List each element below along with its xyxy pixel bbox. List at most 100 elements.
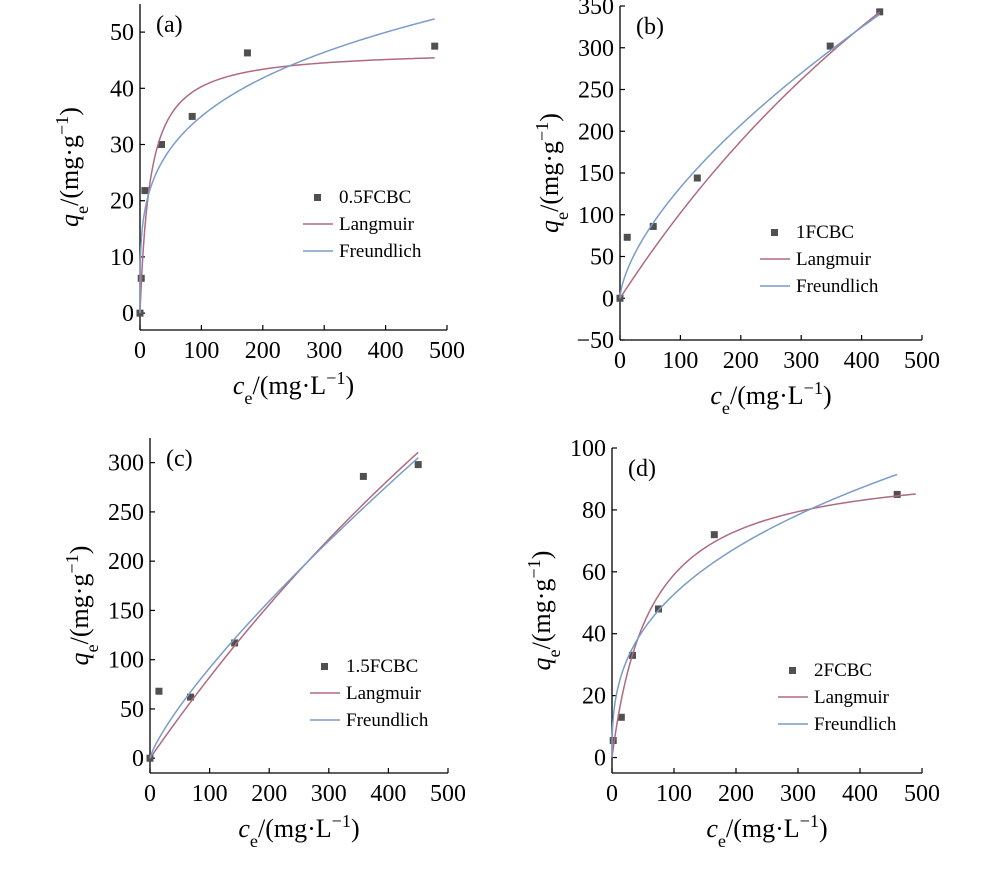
data-point: [141, 187, 149, 195]
x-tick-label: 300: [780, 781, 816, 807]
x-tick-label: 100: [183, 338, 219, 364]
legend-marker: [789, 667, 796, 674]
data-point: [649, 222, 657, 230]
legend-label: Langmuir: [796, 249, 872, 270]
data-point: [609, 737, 617, 744]
legend: 0.5FCBC Langmuir Freundlich: [303, 187, 422, 262]
x-tick-label: 300: [783, 348, 819, 374]
langmuir-fit-line: [619, 11, 881, 299]
legend-label: 1.5FCBC: [346, 656, 418, 677]
legend: 1FCBC Langmuir Freundlich: [760, 222, 879, 297]
x-tick-label: 500: [430, 781, 466, 807]
legend-label: 1FCBC: [796, 222, 854, 243]
freundlich-fit-line: [619, 13, 881, 299]
y-tick-label: 20: [110, 189, 134, 215]
x-axis-title: ce/(mg·L−1): [710, 378, 831, 418]
data-point: [359, 472, 367, 480]
x-tick-label: 200: [245, 338, 281, 364]
legend: 2FCBC Langmuir Freundlich: [778, 660, 897, 735]
y-tick-label: 50: [120, 697, 144, 723]
data-point: [231, 639, 239, 647]
data-point: [414, 461, 422, 469]
y-tick-label: 0: [132, 746, 144, 772]
x-tick-label: 0: [606, 781, 618, 807]
y-axis-title: qe/(mg·g−1): [52, 107, 92, 227]
y-axis-title: qe/(mg·g−1): [524, 551, 564, 671]
y-tick-label: 300: [578, 36, 614, 62]
chart-panel: 0 100 200 300 400 500 0 20 40 60 80 100 ce/(mg·L−1) q…: [524, 436, 940, 851]
data-point: [243, 49, 251, 57]
panel-label: (d): [628, 456, 656, 482]
langmuir-fit-line: [139, 57, 435, 314]
y-tick-label: 250: [108, 500, 144, 526]
legend-marker: [771, 229, 778, 236]
legend-label: Freundlich: [339, 241, 422, 262]
y-tick-label: 250: [578, 78, 614, 104]
y-axis-title: qe/(mg·g−1): [62, 546, 102, 666]
x-tick-label: 200: [718, 781, 754, 807]
langmuir-fit-line: [149, 451, 419, 759]
x-tick-label: 500: [904, 781, 940, 807]
x-tick-label: 300: [306, 338, 342, 364]
x-tick-label: 200: [723, 348, 759, 374]
y-tick-label: 150: [578, 161, 614, 187]
panel-label: (b): [636, 14, 664, 40]
legend-label: 0.5FCBC: [339, 187, 411, 208]
x-tick-label: 0: [614, 348, 626, 374]
y-tick-label: 50: [110, 20, 134, 46]
legend-label: Langmuir: [339, 214, 415, 235]
langmuir-fit-line: [611, 493, 916, 758]
freundlich-fit-line: [149, 457, 419, 759]
legend-label: Langmuir: [814, 687, 890, 708]
y-tick-label: 40: [582, 622, 606, 648]
data-point: [188, 112, 196, 120]
x-tick-label: 400: [842, 781, 878, 807]
panel-label: (a): [156, 12, 183, 38]
y-tick-label: 50: [590, 245, 614, 271]
y-tick-label: 200: [578, 119, 614, 145]
legend-label: Freundlich: [814, 714, 897, 735]
x-axis-title: ce/(mg·L−1): [238, 811, 359, 851]
x-tick-label: 400: [844, 348, 880, 374]
data-point: [893, 490, 901, 498]
data-point: [617, 713, 625, 721]
legend-label: Freundlich: [346, 710, 429, 731]
y-tick-label: 40: [110, 76, 134, 102]
panel-label: (c): [166, 446, 193, 472]
data-point: [157, 141, 165, 149]
x-tick-label: 200: [251, 781, 287, 807]
x-tick-label: 400: [368, 338, 404, 364]
y-tick-label: 0: [594, 746, 606, 772]
y-tick-label: 200: [108, 549, 144, 575]
legend-marker: [314, 194, 321, 201]
x-axis-title: ce/(mg·L−1): [233, 368, 354, 408]
chart-panel: 0 100 200 300 400 500−50050100150200250300350…: [532, 0, 940, 418]
y-tick-label: 20: [582, 684, 606, 710]
data-point: [187, 693, 195, 701]
x-tick-label: 0: [144, 781, 156, 807]
y-tick-label: 60: [582, 560, 606, 586]
y-tick-label: 100: [108, 648, 144, 674]
y-tick-label: 350: [578, 0, 614, 20]
y-tick-label: 0: [602, 286, 614, 312]
data-point: [431, 42, 439, 50]
y-tick-label: 10: [110, 245, 134, 271]
legend-label: Freundlich: [796, 276, 879, 297]
x-tick-label: 100: [662, 348, 698, 374]
data-point: [710, 531, 718, 539]
x-tick-label: 300: [311, 781, 347, 807]
x-tick-label: 100: [656, 781, 692, 807]
y-tick-label: −50: [576, 328, 614, 354]
freundlich-fit-line: [611, 473, 898, 758]
y-tick-label: 150: [108, 598, 144, 624]
data-point: [693, 174, 701, 182]
freundlich-fit-line: [139, 18, 435, 314]
legend-label: Langmuir: [346, 683, 422, 704]
chart-panel: 0 100 200 300 400 500 0 50 100 150 200 250 300 ce/(mg…: [62, 438, 466, 851]
chart-panel: 0 100 200 300 400 500 0 10 20 30 40 50 ce/(mg·L−1) qe…: [52, 4, 465, 408]
y-tick-label: 30: [110, 133, 134, 159]
y-tick-label: 80: [582, 498, 606, 524]
data-point: [146, 754, 154, 762]
y-tick-label: 0: [122, 301, 134, 327]
